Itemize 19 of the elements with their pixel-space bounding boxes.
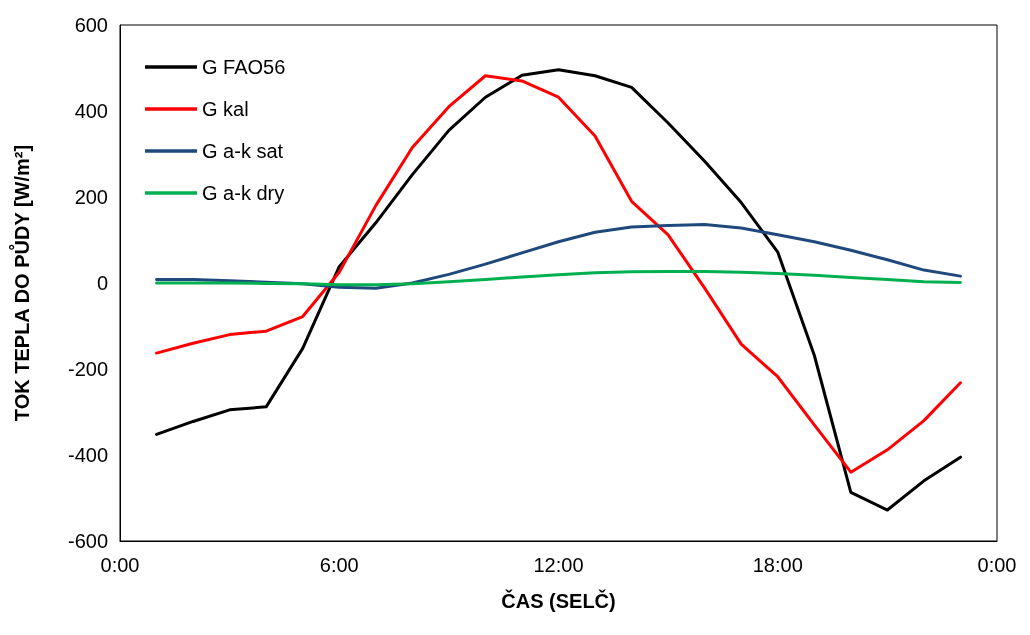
y-tick-label: 400 bbox=[74, 100, 108, 122]
x-axis-title: ČAS (SELČ) bbox=[501, 589, 616, 612]
x-tick-label: 6:00 bbox=[319, 554, 359, 576]
legend-label: G FAO56 bbox=[202, 56, 286, 78]
y-tick-label: -200 bbox=[67, 358, 108, 380]
x-tick-label: 18:00 bbox=[752, 554, 803, 576]
y-tick-label: 600 bbox=[74, 14, 108, 36]
line-series bbox=[155, 269, 962, 287]
y-tick-label: 200 bbox=[74, 186, 108, 208]
y-axis-title: TOK TEPLA DO PŮDY [W/m²] bbox=[8, 144, 33, 422]
legend-label: G a-k dry bbox=[202, 182, 285, 204]
y-tick-label: -400 bbox=[67, 444, 108, 466]
y-tick-label: -600 bbox=[67, 530, 108, 552]
x-tick-label: 0:00 bbox=[977, 554, 1017, 576]
legend-label: G kal bbox=[202, 98, 249, 120]
x-tick-label: 0:00 bbox=[100, 554, 140, 576]
legend-label: G a-k sat bbox=[202, 140, 284, 162]
x-tick-label: 12:00 bbox=[533, 554, 584, 576]
y-tick-label: 0 bbox=[96, 272, 108, 294]
